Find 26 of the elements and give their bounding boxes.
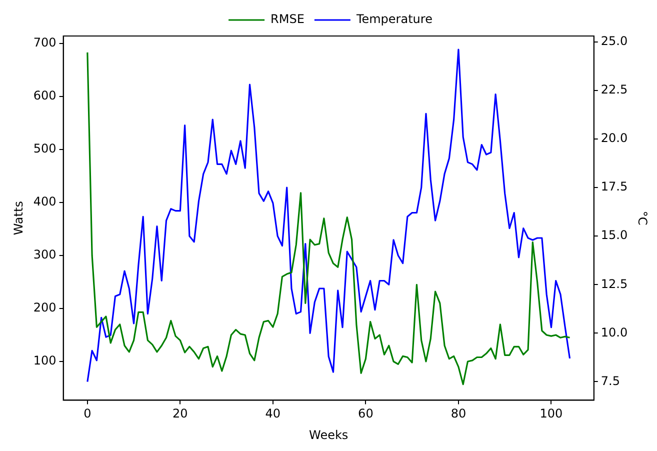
x-tick-label: 20 bbox=[172, 406, 188, 421]
x-tick-label: 40 bbox=[265, 406, 281, 421]
y2-tick-label: 10.0 bbox=[600, 325, 628, 340]
y2-tick-label: 15.0 bbox=[600, 228, 628, 242]
y-tick-label: 600 bbox=[33, 88, 56, 103]
y2-axis-title: °C bbox=[636, 210, 650, 226]
legend-label: RMSE bbox=[270, 12, 304, 26]
y2-tick-label: 25.0 bbox=[600, 34, 628, 48]
x-tick-label: 0 bbox=[84, 406, 92, 421]
y2-tick-label: 7.5 bbox=[600, 374, 620, 388]
y-tick-label: 100 bbox=[33, 354, 56, 368]
x-axis-title: Weeks bbox=[309, 428, 348, 442]
legend-label: Temperature bbox=[355, 12, 432, 26]
x-tick-label: 80 bbox=[450, 406, 466, 421]
y-tick-label: 400 bbox=[33, 194, 56, 209]
y2-tick-label: 22.5 bbox=[600, 82, 628, 97]
y-tick-label: 300 bbox=[33, 248, 56, 262]
y-tick-label: 200 bbox=[33, 300, 56, 315]
x-tick-label: 100 bbox=[540, 406, 563, 421]
y2-tick-label: 12.5 bbox=[600, 276, 628, 291]
y-tick-label: 700 bbox=[33, 36, 56, 50]
y2-tick-label: 20.0 bbox=[600, 131, 628, 146]
y2-tick-label: 17.5 bbox=[600, 180, 628, 194]
y-axis-title: Watts bbox=[11, 201, 26, 236]
x-tick-label: 60 bbox=[358, 406, 374, 421]
y-tick-label: 500 bbox=[33, 142, 56, 156]
